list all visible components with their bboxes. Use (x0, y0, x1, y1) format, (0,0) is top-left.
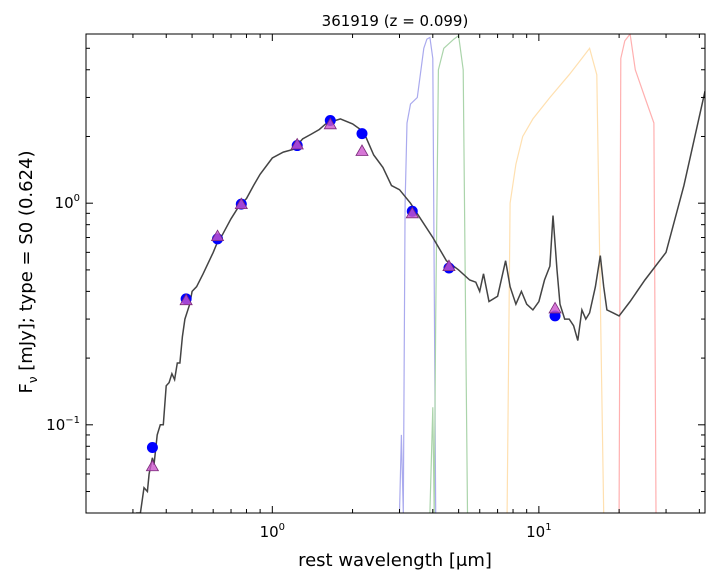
x-tick-label-1: 100 (260, 522, 285, 541)
x-tick-label-2: 101 (526, 522, 551, 541)
model-point-7 (355, 144, 369, 156)
svg-text:Fν [mJy]; type = S0 (0.624): Fν [mJy]; type = S0 (0.624) (16, 150, 40, 393)
y-tick-label-1: 10−1 (46, 415, 80, 434)
y-label-rest: [mJy]; type = S0 (0.624) (16, 150, 37, 376)
model-point-3 (210, 229, 225, 242)
y-tick-label-2: 100 (55, 193, 80, 212)
model-point-1 (145, 459, 160, 472)
model-point-9 (442, 259, 456, 272)
filter-curve-3 (506, 46, 605, 513)
model-point-5 (290, 137, 304, 150)
observed-point-1 (146, 441, 158, 453)
model-sed-line (135, 91, 705, 513)
x-axis-label: rest wavelength [μm] (298, 550, 492, 571)
y-label-sub: ν (26, 376, 40, 383)
model-point-8 (405, 206, 419, 219)
model-point-6 (323, 117, 337, 130)
model-point-2 (179, 293, 193, 306)
y-label-main: F (16, 383, 37, 393)
observed-point-7 (356, 128, 368, 140)
filter-curves (398, 34, 657, 513)
model-curve (135, 91, 705, 513)
axis-ticks: 100 101 10−1 100 (46, 34, 705, 541)
filter-curve-4 (618, 34, 657, 513)
model-point-10 (548, 301, 562, 314)
chart-title: 361919 (z = 0.099) (322, 12, 469, 30)
filter-curve-1 (398, 36, 437, 513)
photometry-points (145, 115, 562, 472)
model-point-4 (234, 197, 248, 210)
plot-frame (85, 33, 706, 514)
y-axis-label: Fν [mJy]; type = S0 (0.624) (16, 150, 40, 393)
filter-curve-2 (429, 34, 469, 513)
